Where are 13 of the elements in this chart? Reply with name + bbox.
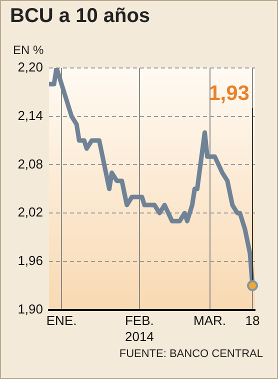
source-note: FUENTE: BANCO CENTRAL [119, 348, 263, 360]
y-tick-label: 1,90 [18, 301, 43, 316]
y-tick-label: 2,20 [18, 60, 43, 75]
x-tick-label: MAR. [194, 313, 226, 328]
x-tick-label: ENE. [46, 313, 77, 328]
y-tick-label: 2,14 [18, 108, 43, 123]
chart-title: BCU a 10 años [10, 5, 150, 28]
x-tick-label: FEB. 2014 [124, 313, 154, 344]
y-tick-label: 1,96 [18, 253, 43, 268]
y-axis-title: EN % [13, 43, 44, 57]
y-tick-label: 2,08 [18, 156, 43, 172]
x-tick-label: 18 [245, 313, 260, 328]
y-tick-label: 2,02 [18, 204, 43, 220]
